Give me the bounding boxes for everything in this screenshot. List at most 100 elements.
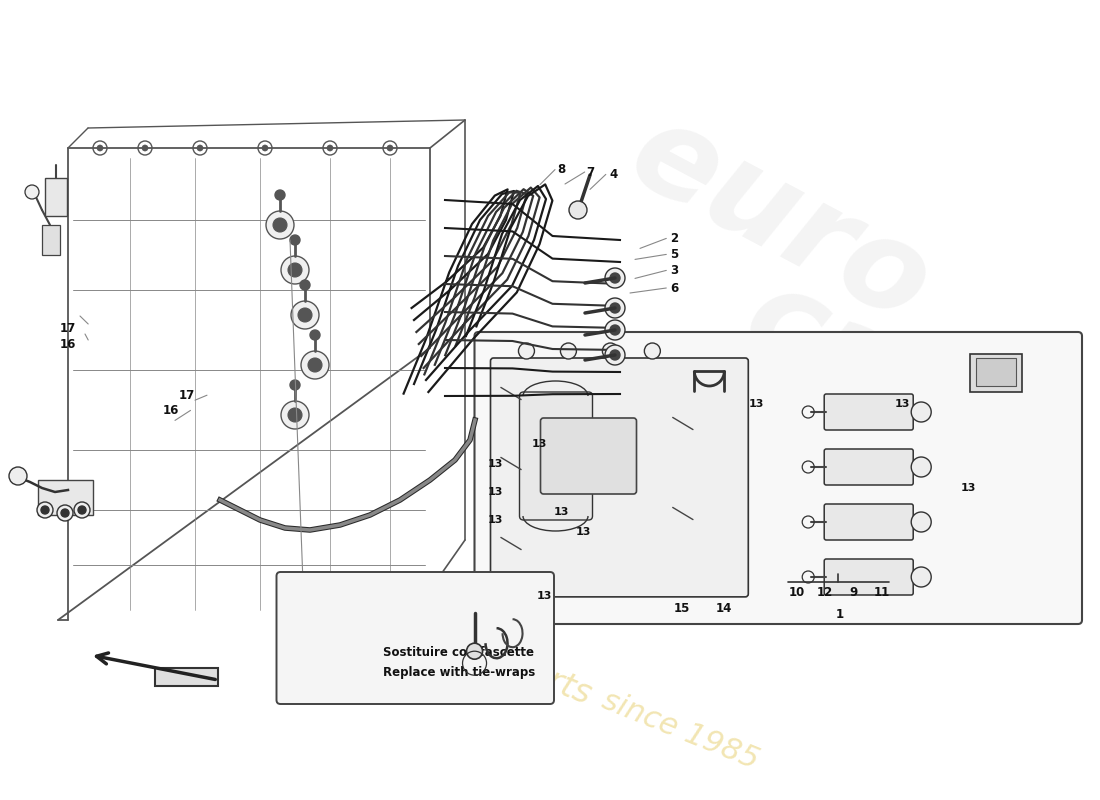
Text: 3: 3	[670, 264, 679, 277]
Circle shape	[310, 330, 320, 340]
FancyBboxPatch shape	[824, 449, 913, 485]
Bar	[155, 668, 218, 686]
Text: parts: parts	[610, 373, 930, 607]
Text: 10: 10	[789, 586, 804, 598]
Text: 12: 12	[817, 586, 833, 598]
Circle shape	[610, 325, 620, 335]
Text: 1: 1	[835, 607, 844, 621]
Circle shape	[605, 345, 625, 365]
Text: Replace with tie-wraps: Replace with tie-wraps	[383, 666, 536, 679]
Circle shape	[266, 211, 294, 239]
Circle shape	[610, 303, 620, 313]
Bar	[39, 480, 94, 515]
Circle shape	[288, 408, 302, 422]
FancyBboxPatch shape	[276, 572, 554, 704]
Circle shape	[300, 280, 310, 290]
Circle shape	[74, 502, 90, 518]
Text: 13: 13	[531, 439, 547, 449]
Circle shape	[37, 502, 53, 518]
Text: 13: 13	[487, 459, 503, 469]
Circle shape	[911, 402, 932, 422]
Circle shape	[57, 505, 73, 521]
Circle shape	[605, 298, 625, 318]
Circle shape	[387, 145, 393, 151]
FancyBboxPatch shape	[540, 418, 637, 494]
Text: 13: 13	[894, 399, 910, 409]
Circle shape	[280, 256, 309, 284]
Text: 13: 13	[553, 507, 569, 517]
Bar	[970, 354, 1022, 392]
FancyBboxPatch shape	[824, 504, 913, 540]
Circle shape	[142, 145, 148, 151]
Circle shape	[97, 145, 103, 151]
Circle shape	[275, 190, 285, 200]
Circle shape	[280, 401, 309, 429]
FancyBboxPatch shape	[824, 559, 913, 595]
Circle shape	[273, 218, 287, 232]
Bar	[45, 178, 67, 216]
Text: 9: 9	[849, 586, 858, 598]
Circle shape	[603, 343, 618, 359]
Circle shape	[60, 509, 69, 517]
FancyBboxPatch shape	[519, 392, 593, 520]
FancyArrowPatch shape	[500, 538, 521, 550]
Text: 6: 6	[670, 282, 679, 294]
Text: 14: 14	[716, 602, 732, 614]
FancyArrowPatch shape	[673, 507, 693, 519]
Text: 13: 13	[749, 399, 764, 409]
FancyBboxPatch shape	[474, 332, 1082, 624]
Circle shape	[197, 145, 204, 151]
Text: 17: 17	[60, 322, 76, 334]
Text: 11: 11	[874, 586, 890, 598]
Circle shape	[911, 512, 932, 532]
Circle shape	[301, 351, 329, 379]
Circle shape	[645, 343, 660, 359]
Circle shape	[466, 643, 483, 659]
Circle shape	[610, 273, 620, 283]
Text: 13: 13	[537, 591, 552, 601]
FancyArrowPatch shape	[500, 458, 521, 470]
Circle shape	[292, 301, 319, 329]
Text: 13: 13	[960, 483, 976, 493]
Text: 16: 16	[163, 404, 178, 417]
FancyArrowPatch shape	[500, 387, 521, 399]
Text: 15: 15	[674, 602, 690, 614]
Circle shape	[569, 201, 587, 219]
Text: a passion for: a passion for	[324, 565, 536, 675]
Circle shape	[911, 457, 932, 477]
Circle shape	[308, 358, 322, 372]
Text: 13: 13	[487, 487, 503, 497]
Circle shape	[25, 185, 39, 199]
Circle shape	[605, 320, 625, 340]
FancyBboxPatch shape	[491, 358, 748, 597]
Text: 13: 13	[487, 515, 503, 525]
Circle shape	[290, 235, 300, 245]
Circle shape	[911, 567, 932, 587]
Circle shape	[610, 350, 620, 360]
Circle shape	[518, 343, 535, 359]
Circle shape	[327, 145, 333, 151]
Text: 4: 4	[609, 168, 618, 181]
Circle shape	[298, 308, 312, 322]
Circle shape	[605, 268, 625, 288]
Text: 13: 13	[575, 527, 591, 537]
Bar	[976, 358, 1016, 386]
Circle shape	[288, 263, 302, 277]
Text: 5: 5	[670, 248, 679, 261]
Text: Sostituire con fascette: Sostituire con fascette	[383, 646, 534, 659]
Text: since 1985: since 1985	[597, 686, 762, 774]
Circle shape	[78, 506, 86, 514]
FancyArrowPatch shape	[673, 418, 693, 430]
Text: 7: 7	[586, 166, 595, 178]
Bar	[42, 225, 60, 255]
Text: 2: 2	[670, 232, 679, 245]
Text: 17: 17	[179, 389, 195, 402]
Text: car: car	[725, 255, 976, 465]
Circle shape	[290, 380, 300, 390]
FancyBboxPatch shape	[824, 394, 913, 430]
Text: 16: 16	[60, 338, 76, 350]
Text: euro: euro	[609, 91, 950, 349]
Text: 8: 8	[557, 163, 565, 176]
Circle shape	[262, 145, 268, 151]
Circle shape	[560, 343, 576, 359]
